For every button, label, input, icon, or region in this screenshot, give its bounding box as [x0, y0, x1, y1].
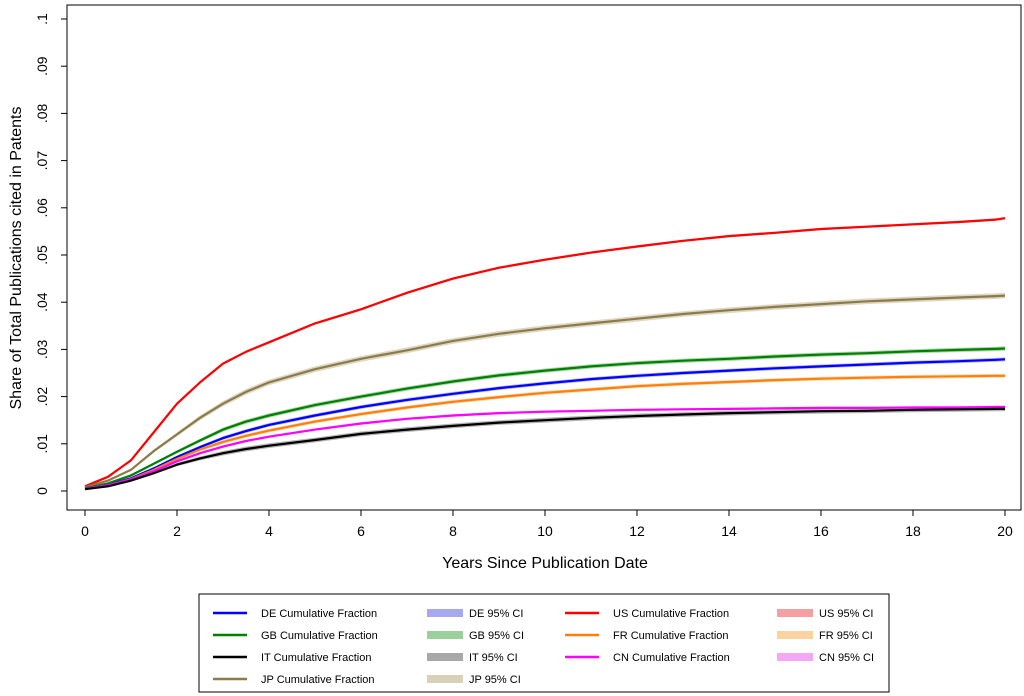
x-tick-label: 12	[629, 523, 645, 539]
legend-label: GB Cumulative Fraction	[261, 630, 378, 642]
x-tick-label: 4	[265, 523, 273, 539]
legend-label: JP 95% CI	[469, 674, 521, 686]
legend-item-fr-95-ci: FR 95% CI	[777, 630, 873, 642]
legend-swatch	[777, 631, 813, 639]
x-axis-title: Years Since Publication Date	[442, 555, 648, 572]
y-tick-label: 0	[34, 487, 50, 495]
legend-item-jp-95-ci: JP 95% CI	[427, 674, 521, 686]
series-line-gb-cumulative-fraction	[84, 347, 1006, 490]
legend-item-gb-95-ci: GB 95% CI	[427, 630, 524, 642]
series-line-cn-cumulative-fraction	[84, 405, 1005, 490]
legend-item-gb-cumulative-fraction: GB Cumulative Fraction	[213, 630, 378, 642]
legend-item-cn-cumulative-fraction: CN Cumulative Fraction	[565, 652, 730, 664]
x-axis: 0 2 4 6 8 10 12 14 16 18 20	[81, 510, 1013, 539]
legend-item-us-cumulative-fraction: US Cumulative Fraction	[565, 608, 729, 620]
legend-label: JP Cumulative Fraction	[261, 674, 375, 686]
legend-label: US Cumulative Fraction	[613, 608, 729, 620]
legend: DE Cumulative Fraction DE 95% CI US Cumula…	[198, 593, 890, 693]
series-line-it-cumulative-fraction	[84, 407, 1005, 491]
legend-label: FR Cumulative Fraction	[613, 630, 729, 642]
x-tick-label: 2	[173, 523, 181, 539]
x-tick-label: 20	[997, 523, 1013, 539]
y-tick-label: .08	[34, 103, 50, 123]
legend-swatch	[777, 653, 813, 661]
y-tick-label: .05	[34, 245, 50, 265]
legend-label: DE 95% CI	[469, 608, 523, 620]
y-axis-title: Share of Total Publications cited in Pat…	[8, 107, 25, 410]
legend-swatch	[427, 675, 463, 683]
series-line-fr-cumulative-fraction	[84, 374, 1005, 490]
x-tick-label: 0	[81, 523, 89, 539]
legend-label: FR 95% CI	[819, 630, 873, 642]
legend-box	[198, 593, 890, 693]
y-tick-label: .1	[34, 13, 50, 25]
legend-swatch	[427, 631, 463, 639]
series-line-jp-cumulative-fraction	[84, 294, 1006, 489]
legend-label: IT Cumulative Fraction	[261, 652, 371, 664]
legend-swatch	[427, 653, 463, 661]
y-tick-label: .01	[34, 434, 50, 454]
x-tick-label: 16	[813, 523, 829, 539]
legend-item-cn-95-ci: CN 95% CI	[777, 652, 874, 664]
legend-item-fr-cumulative-fraction: FR Cumulative Fraction	[565, 630, 729, 642]
series-line-us-cumulative-fraction	[84, 217, 1006, 488]
legend-item-it-cumulative-fraction: IT Cumulative Fraction	[213, 652, 371, 664]
legend-item-jp-cumulative-fraction: JP Cumulative Fraction	[213, 674, 375, 686]
series-lines	[84, 217, 1006, 491]
x-tick-label: 8	[449, 523, 457, 539]
legend-item-de-cumulative-fraction: DE Cumulative Fraction	[213, 608, 377, 620]
legend-item-us-95-ci: US 95% CI	[777, 608, 873, 620]
y-axis: 0 .01 .02 .03 .04 .05 .06 .07 .08 .09 .1	[34, 13, 67, 495]
y-tick-label: .03	[34, 339, 50, 359]
x-tick-label: 14	[721, 523, 737, 539]
legend-label: GB 95% CI	[469, 630, 524, 642]
legend-label: CN Cumulative Fraction	[613, 652, 730, 664]
y-tick-label: .07	[34, 151, 50, 171]
plot-frame	[66, 4, 1022, 511]
legend-label: IT 95% CI	[469, 652, 518, 664]
legend-item-de-95-ci: DE 95% CI	[427, 608, 523, 620]
legend-label: US 95% CI	[819, 608, 873, 620]
x-tick-label: 10	[537, 523, 553, 539]
legend-swatch	[427, 609, 463, 617]
x-tick-label: 6	[357, 523, 365, 539]
series-line-de-cumulative-fraction	[84, 358, 1006, 490]
ci-band-gb	[85, 346, 1005, 489]
legend-item-it-95-ci: IT 95% CI	[427, 652, 518, 664]
y-tick-label: .04	[34, 292, 50, 312]
legend-swatch	[777, 609, 813, 617]
legend-label: CN 95% CI	[819, 652, 874, 664]
y-tick-label: .06	[34, 198, 50, 218]
y-tick-label: .02	[34, 387, 50, 407]
y-tick-label: .09	[34, 56, 50, 76]
x-tick-label: 18	[905, 523, 921, 539]
legend-label: DE Cumulative Fraction	[261, 608, 377, 620]
